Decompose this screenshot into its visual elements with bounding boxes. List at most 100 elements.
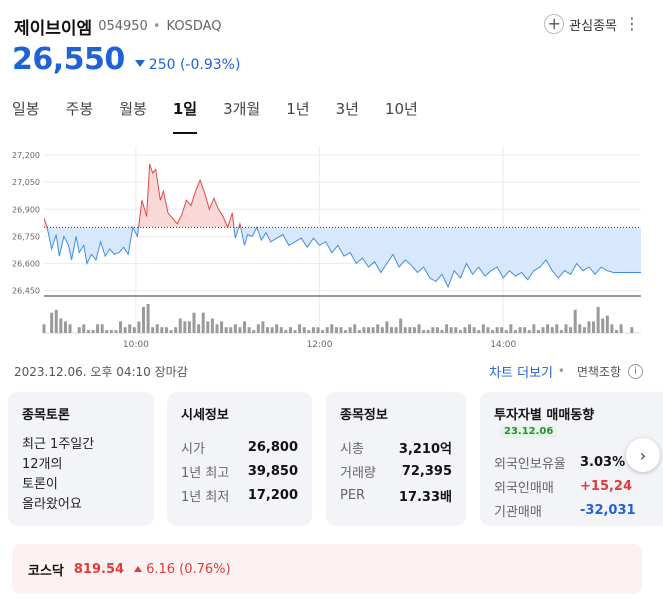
tab-10year[interactable]: 10년 bbox=[384, 100, 418, 118]
info-row: 1년 최고 39,850 bbox=[181, 459, 298, 483]
volume-bar bbox=[344, 330, 348, 333]
info-key: 외국인매매 bbox=[494, 480, 554, 496]
up-triangle-icon bbox=[134, 566, 143, 572]
volume-bar bbox=[151, 327, 155, 333]
volume-bar bbox=[417, 324, 421, 333]
volume-bar bbox=[513, 330, 517, 333]
volume-bar bbox=[302, 327, 306, 333]
volume-bar bbox=[422, 330, 426, 333]
volume-bar bbox=[357, 330, 361, 333]
volume-bar bbox=[385, 321, 389, 333]
volume-bar bbox=[123, 327, 127, 333]
volume-bar bbox=[486, 327, 490, 333]
volume-bar bbox=[339, 327, 343, 333]
discussion-card[interactable]: 종목토론 최근 1주일간 12개의 토론이 올라왔어요 bbox=[8, 392, 154, 526]
volume-bar bbox=[256, 324, 260, 333]
volume-bar bbox=[454, 327, 458, 333]
discussion-line: 토론이 bbox=[22, 477, 58, 492]
volume-bar bbox=[399, 318, 403, 333]
more-options-icon[interactable]: ⋮ bbox=[624, 14, 640, 33]
volume-bar bbox=[523, 327, 527, 333]
tab-monthly[interactable]: 월봉 bbox=[119, 100, 147, 118]
volume-bar bbox=[105, 330, 109, 333]
volume-bar bbox=[559, 330, 563, 333]
info-key: 시가 bbox=[181, 441, 205, 457]
tab-1day[interactable]: 1일 bbox=[172, 98, 198, 134]
info-key: PER bbox=[340, 487, 366, 503]
volume-bar bbox=[96, 324, 100, 333]
volume-bar bbox=[284, 330, 288, 333]
tab-3year[interactable]: 3년 bbox=[335, 100, 359, 118]
intraday-chart[interactable]: 27,200 27,050 26,900 26,750 26,600 26,450 10:0… bbox=[0, 140, 663, 352]
volume-bar bbox=[220, 321, 224, 333]
volume-bar bbox=[463, 327, 467, 333]
disclaimer-link[interactable]: 면책조항 bbox=[576, 364, 621, 379]
tab-weekly[interactable]: 주봉 bbox=[65, 100, 94, 118]
market-status: 2023.12.06. 오후 04:10 장마감 bbox=[14, 364, 188, 379]
info-value: +15,24 bbox=[580, 478, 633, 494]
volume-bar bbox=[477, 330, 481, 333]
down-triangle-icon bbox=[134, 60, 145, 67]
volume-bar bbox=[210, 318, 214, 333]
volume-bar bbox=[137, 321, 141, 333]
volume-bar bbox=[307, 330, 311, 333]
card-title: 종목토론 bbox=[22, 408, 70, 423]
card-title: 종목정보 bbox=[340, 408, 388, 423]
volume-bar bbox=[82, 324, 86, 333]
volume-bar bbox=[536, 330, 540, 333]
add-favorite-button[interactable]: + 관심종목 bbox=[544, 14, 617, 34]
info-icon[interactable]: i bbox=[628, 363, 643, 379]
volume-bar bbox=[509, 324, 513, 333]
chevron-right-icon: › bbox=[639, 445, 647, 465]
info-row: 시총 3,210억 bbox=[340, 435, 452, 459]
index-name: 코스닥 bbox=[28, 563, 64, 579]
chart-more-link[interactable]: 차트 더보기 bbox=[489, 365, 553, 381]
market-info-card[interactable]: 시세정보 시가 26,800 1년 최고 39,850 1년 최저 17,200 bbox=[167, 392, 312, 526]
index-bar[interactable]: 코스닥 819.54 6.16 (0.76%) bbox=[12, 544, 642, 594]
info-key: 외국인보유율 bbox=[494, 456, 566, 472]
volume-bar bbox=[330, 324, 334, 333]
info-row: 외국인보유율 3.03% bbox=[494, 450, 649, 474]
change-percent: (-0.93%) bbox=[179, 57, 241, 73]
quote-row: 26,550 250 (-0.93%) bbox=[12, 42, 240, 77]
volume-bar bbox=[206, 321, 210, 333]
volume-bar bbox=[495, 327, 499, 333]
volume-bar bbox=[445, 324, 449, 333]
volume-bar bbox=[114, 330, 118, 333]
volume-bar bbox=[275, 324, 279, 333]
next-card-button[interactable]: › bbox=[626, 438, 660, 472]
x-tick-label: 10:00 bbox=[123, 340, 149, 350]
volume-bar bbox=[468, 324, 472, 333]
volume-bar bbox=[334, 327, 338, 333]
volume-bar bbox=[532, 324, 536, 333]
info-value: 3,210억 bbox=[398, 441, 452, 457]
y-tick-label: 26,900 bbox=[12, 205, 40, 214]
volume-bar bbox=[596, 306, 600, 333]
volume-bar bbox=[91, 330, 95, 333]
info-row: 기관매매 -32,031 bbox=[494, 498, 649, 522]
volume-bar bbox=[311, 327, 315, 333]
volume-bar bbox=[261, 321, 265, 333]
volume-bar bbox=[270, 327, 274, 333]
tab-daily[interactable]: 일봉 bbox=[12, 100, 40, 118]
volume-bar bbox=[59, 318, 63, 333]
volume-bar bbox=[630, 327, 634, 333]
volume-bar bbox=[527, 330, 531, 333]
volume-bar bbox=[265, 327, 269, 333]
volume-bar bbox=[316, 327, 320, 333]
stock-info-card[interactable]: 종목정보 시총 3,210억 거래량 72,395 PER 17.33배 bbox=[326, 392, 466, 526]
volume-bar bbox=[555, 324, 559, 333]
discussion-line: 12개의 bbox=[22, 457, 63, 472]
info-value: 39,850 bbox=[247, 463, 298, 479]
price-area-down bbox=[47, 227, 641, 287]
plus-icon: + bbox=[544, 14, 565, 34]
volume-bar bbox=[426, 330, 430, 333]
tab-1year[interactable]: 1년 bbox=[286, 100, 310, 118]
volume-bar bbox=[187, 321, 191, 333]
info-key: 거래량 bbox=[340, 465, 376, 481]
tab-3month[interactable]: 3개월 bbox=[223, 100, 261, 118]
volume-bar bbox=[229, 327, 233, 333]
volume-bar bbox=[500, 327, 504, 333]
volume-bar bbox=[362, 327, 366, 333]
volume-bar bbox=[371, 327, 375, 333]
